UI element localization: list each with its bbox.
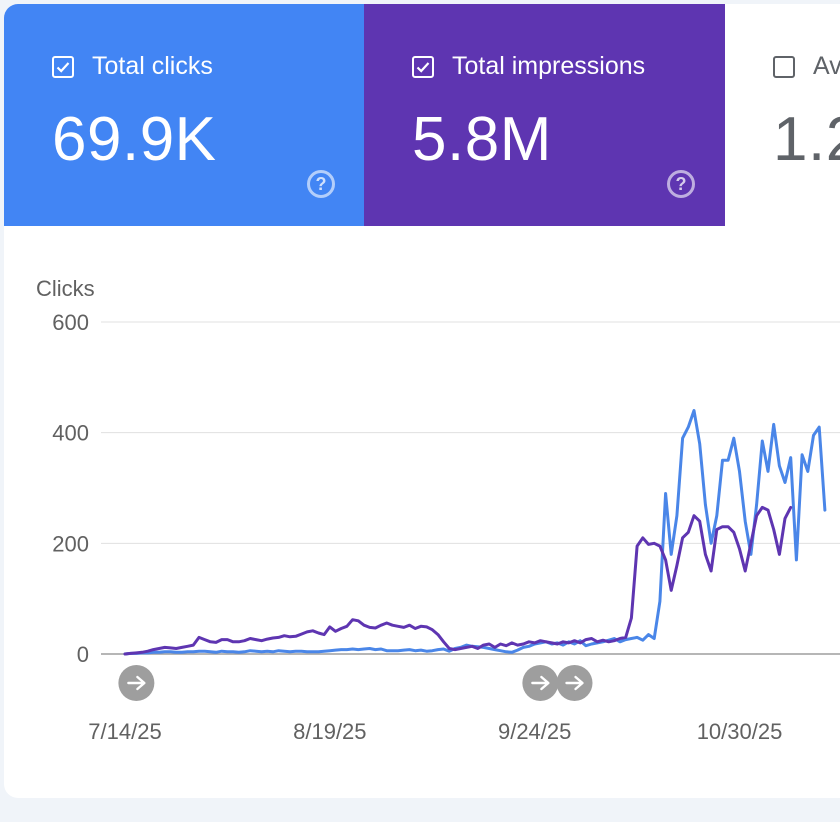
metric-value: 1.2 bbox=[773, 105, 840, 174]
metric-label: Av bbox=[813, 52, 840, 80]
metric-total-impressions[interactable]: Total impressions 5.8M ? bbox=[364, 4, 725, 226]
arrow-right-icon bbox=[127, 675, 146, 691]
annotation-marker[interactable] bbox=[522, 665, 559, 701]
series-line-impressions bbox=[123, 505, 793, 656]
annotation-marker[interactable] bbox=[556, 665, 593, 701]
y-axis-label: Clicks bbox=[36, 276, 95, 301]
annotation-marker[interactable] bbox=[118, 665, 155, 701]
x-tick-label: 10/30/25 bbox=[697, 719, 783, 744]
checkbox-checked-icon[interactable] bbox=[52, 56, 74, 78]
clicks-chart: Clicks 600 400 200 0 7/14/25 8/19/25 9/24/25 10/… bbox=[36, 276, 840, 744]
checkbox-checked-icon[interactable] bbox=[412, 56, 434, 78]
y-tick-label: 600 bbox=[52, 310, 89, 335]
arrow-right-icon bbox=[531, 675, 550, 691]
x-tick-label: 7/14/25 bbox=[88, 719, 161, 744]
arrow-right-icon bbox=[565, 675, 584, 691]
metric-label: Total impressions bbox=[452, 52, 646, 80]
metric-value: 5.8M bbox=[412, 105, 552, 174]
y-tick-label: 400 bbox=[52, 421, 89, 446]
help-circle-icon[interactable]: ? bbox=[667, 170, 695, 198]
x-tick-label: 8/19/25 bbox=[293, 719, 366, 744]
x-tick-label: 9/24/25 bbox=[498, 719, 571, 744]
y-tick-label: 200 bbox=[52, 531, 89, 556]
series-line-clicks bbox=[123, 409, 827, 656]
performance-card: Total clicks 69.9K ? Total impressions 5… bbox=[4, 4, 840, 798]
help-circle-icon[interactable]: ? bbox=[307, 170, 335, 198]
metric-label: Total clicks bbox=[92, 52, 213, 80]
checkbox-unchecked-icon[interactable] bbox=[773, 56, 795, 78]
metric-row: Total clicks 69.9K ? Total impressions 5… bbox=[4, 4, 840, 226]
metric-average[interactable]: Av 1.2 bbox=[725, 4, 840, 226]
metric-total-clicks[interactable]: Total clicks 69.9K ? bbox=[4, 4, 364, 226]
metric-value: 69.9K bbox=[52, 105, 217, 174]
y-tick-label: 0 bbox=[77, 642, 89, 667]
